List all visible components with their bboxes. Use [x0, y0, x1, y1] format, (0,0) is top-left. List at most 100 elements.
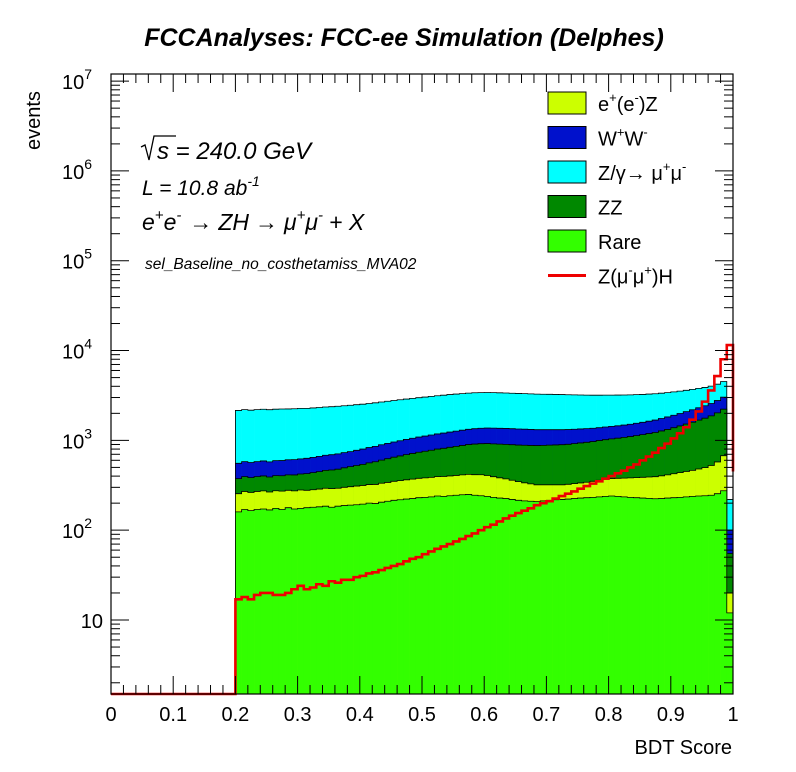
- bar: [490, 497, 497, 694]
- bar: [652, 498, 659, 694]
- x-tick-label: 0.9: [657, 704, 685, 726]
- bar: [639, 498, 647, 694]
- bar: [316, 506, 323, 694]
- bar: [527, 501, 535, 694]
- bar: [272, 508, 280, 694]
- bar: [608, 496, 616, 694]
- bar: [645, 498, 653, 694]
- bar: [359, 504, 367, 694]
- bar: [720, 490, 728, 694]
- series-outline: [235, 455, 734, 694]
- bar: [726, 612, 734, 694]
- bar: [322, 506, 329, 694]
- x-tick-label: 0.1: [159, 704, 187, 726]
- x-tick-label: 0.2: [221, 704, 249, 726]
- bar: [471, 495, 479, 694]
- legend-label: Z(μ-μ+)H: [598, 263, 673, 289]
- legend-swatch: [547, 160, 587, 184]
- x-tick-label: 1: [727, 704, 738, 726]
- bar: [577, 498, 585, 694]
- annotation-sqrt-s: s = 240.0 GeV: [140, 135, 313, 165]
- bar: [596, 496, 603, 694]
- bar: [403, 499, 410, 694]
- bar: [328, 507, 336, 694]
- y-tick-label: 105: [62, 246, 92, 274]
- bar: [521, 500, 529, 694]
- legend-entry: e+(e-)Z: [547, 90, 658, 116]
- legend-entry: Z(μ-μ+)H: [548, 263, 673, 289]
- bar: [484, 496, 491, 694]
- bar: [347, 505, 354, 694]
- bar: [677, 497, 684, 694]
- bar: [291, 509, 298, 694]
- bar: [689, 496, 696, 694]
- legend: e+(e-)Z W+W- Z/γ→ μ+μ- ZZ Rare Z(μ-μ+)H: [547, 90, 686, 289]
- bar: [260, 509, 267, 694]
- x-tick-label: 0.5: [408, 704, 436, 726]
- axes: 0 0.1 0.2 0.3 0.4 0.5 0.6 0.7 0.8 0.9 1 10 102 103 104…: [62, 66, 739, 726]
- y-axis-label: events: [23, 91, 45, 150]
- bar: [241, 509, 249, 694]
- bar: [621, 496, 628, 694]
- bar: [477, 495, 485, 694]
- bar: [310, 507, 317, 694]
- bar: [434, 496, 441, 694]
- sqrt-s-symbol: s: [157, 138, 169, 165]
- bar: [353, 504, 361, 694]
- bar: [247, 510, 255, 694]
- bar: [428, 496, 435, 694]
- y-tick-label: 102: [62, 515, 92, 543]
- bar: [627, 497, 634, 694]
- bar: [341, 505, 348, 694]
- bar: [285, 507, 292, 694]
- bar: [708, 495, 715, 694]
- sqrt-radical-mark: [140, 135, 176, 161]
- legend-swatch: [547, 91, 587, 115]
- x-tick-label: 0.6: [470, 704, 498, 726]
- legend-label: e+(e-)Z: [598, 90, 658, 116]
- legend-entry: Z/γ→ μ+μ-: [547, 159, 686, 185]
- bar: [583, 497, 591, 694]
- bar: [502, 498, 510, 694]
- bar: [390, 500, 398, 694]
- bar: [515, 500, 522, 694]
- bar: [509, 499, 516, 694]
- x-axis-label: BDT Score: [635, 737, 732, 759]
- bar: [558, 499, 566, 694]
- bar: [459, 494, 466, 694]
- svg-text:s = 240.0 GeV: s = 240.0 GeV: [157, 138, 313, 165]
- bar: [614, 496, 622, 694]
- bar: [589, 497, 597, 694]
- bar: [440, 496, 448, 694]
- bar: [446, 495, 454, 694]
- y-tick-label: 107: [62, 66, 92, 94]
- bar: [496, 498, 504, 694]
- bar: [334, 506, 342, 694]
- bar: [303, 507, 311, 694]
- legend-label: ZZ: [598, 198, 622, 220]
- bar: [254, 509, 261, 694]
- bar: [366, 503, 373, 694]
- y-tick-label: 106: [62, 156, 92, 184]
- annotation-selection: sel_Baseline_no_costhetamiss_MVA02: [145, 256, 417, 273]
- bar: [714, 493, 721, 694]
- bar: [658, 498, 665, 694]
- plot-area: [111, 343, 735, 696]
- series-outline: [235, 381, 734, 694]
- bar: [266, 509, 274, 694]
- x-tick-label: 0: [105, 704, 116, 726]
- chart-title: FCCAnalyses: FCC-ee Simulation (Delphes): [144, 24, 664, 52]
- bar: [384, 501, 392, 694]
- annotation-process: e+e- → ZH → μ+μ- + X: [142, 207, 366, 235]
- bar: [633, 497, 640, 694]
- bar: [552, 499, 560, 694]
- legend-label: Rare: [598, 232, 641, 254]
- bar: [278, 509, 286, 694]
- bar: [397, 499, 404, 694]
- bar: [372, 503, 379, 694]
- bar: [465, 494, 473, 694]
- series-outline: [235, 490, 734, 694]
- bar: [453, 495, 460, 694]
- bar: [546, 500, 553, 694]
- bar: [670, 497, 678, 694]
